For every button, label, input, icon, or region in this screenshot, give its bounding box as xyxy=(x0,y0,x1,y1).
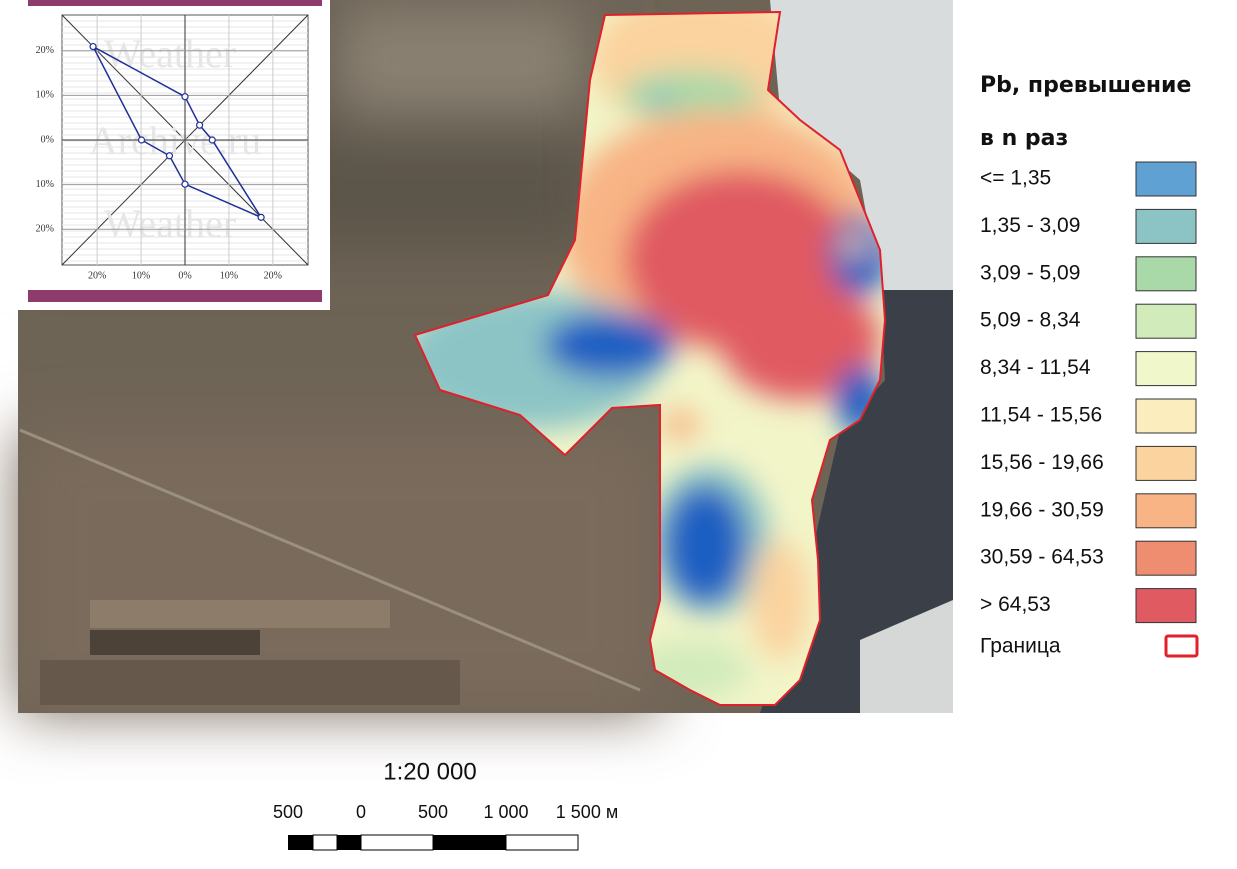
watermark: Weather xyxy=(104,31,236,76)
wind-rose-inset: Weather Archive.ru Weather 20% 10% 0% 10% 20% 20… xyxy=(0,0,330,310)
wind-rose-point xyxy=(181,93,189,101)
scale-label: 500 xyxy=(418,802,448,822)
legend-swatch xyxy=(1135,303,1197,339)
legend-swatch xyxy=(1135,161,1197,197)
legend-swatch xyxy=(1135,445,1197,481)
legend-title: в n раз xyxy=(980,126,1068,151)
scale-ratio: 1:20 000 xyxy=(383,758,476,785)
x-tick-label: 10% xyxy=(132,270,150,281)
legend-swatch xyxy=(1135,398,1197,434)
x-tick-label: 0% xyxy=(178,270,191,281)
legend-swatch xyxy=(1135,256,1197,292)
y-tick-label: 0% xyxy=(41,134,54,145)
legend-label: <= 1,35 xyxy=(980,167,1051,190)
watermark: Weather xyxy=(104,201,236,246)
legend-label: 15,56 - 19,66 xyxy=(980,451,1104,474)
wind-rose-point xyxy=(208,136,216,144)
legend-label: 5,09 - 8,34 xyxy=(980,309,1081,332)
scale-label: 1 000 xyxy=(483,802,528,822)
x-tick-label: 10% xyxy=(220,270,238,281)
legend-label: 1,35 - 3,09 xyxy=(980,214,1080,237)
legend-label: 8,34 - 11,54 xyxy=(980,356,1091,379)
y-tick-label: 20% xyxy=(36,45,54,56)
legend-label: Граница xyxy=(980,635,1061,658)
legend-label: 19,66 - 30,59 xyxy=(980,498,1104,521)
legend-label: 30,59 - 64,53 xyxy=(980,546,1104,569)
y-tick-label: 10% xyxy=(36,90,54,101)
wind-rose-point xyxy=(89,42,97,51)
legend-swatch xyxy=(1135,351,1197,387)
legend: Pb, превышение в n раз <= 1,35 1,35 - 3,09 3… xyxy=(980,73,1199,658)
scale-bar: 1:20 000 500 0 500 1 000 1 500 м xyxy=(273,758,618,851)
legend-swatch xyxy=(1135,588,1197,624)
x-tick-label: 20% xyxy=(264,270,282,281)
wind-rose-point xyxy=(257,213,265,221)
scale-label: 0 xyxy=(356,802,366,822)
y-tick-label: 10% xyxy=(36,179,54,190)
legend-title: Pb, превышение xyxy=(980,73,1191,98)
legend-swatch xyxy=(1135,493,1197,529)
y-tick-label: 20% xyxy=(36,224,54,235)
scale-label: 1 500 м xyxy=(556,802,618,822)
legend-label: > 64,53 xyxy=(980,593,1051,616)
wind-rose-point xyxy=(195,121,204,129)
wind-rose-point xyxy=(181,180,189,188)
legend-swatch xyxy=(1135,208,1197,244)
boundary xyxy=(413,10,887,706)
legend-label: 11,54 - 15,56 xyxy=(980,404,1102,427)
wind-rose-point xyxy=(165,152,174,160)
watermark: Archive.ru xyxy=(89,118,261,163)
legend-label: 3,09 - 5,09 xyxy=(980,261,1080,284)
x-tick-label: 20% xyxy=(88,270,106,281)
legend-swatch xyxy=(1135,540,1197,576)
wind-rose-point xyxy=(137,136,146,144)
scale-label: 500 xyxy=(273,802,303,822)
legend-swatch xyxy=(1164,634,1199,658)
